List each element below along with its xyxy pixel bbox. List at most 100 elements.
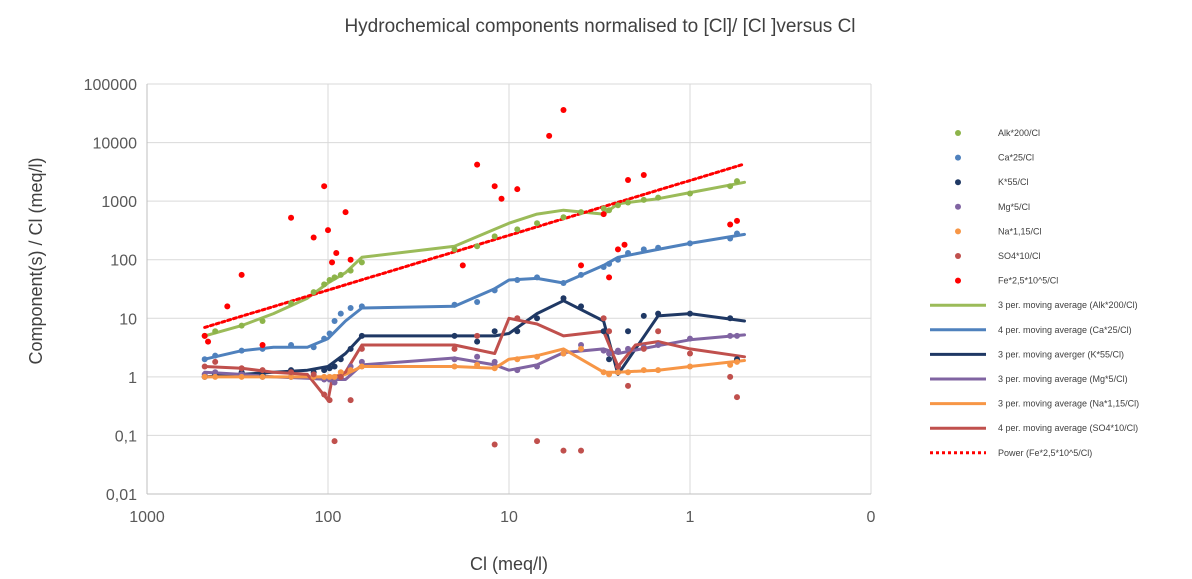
data-point bbox=[578, 447, 585, 454]
data-point bbox=[514, 356, 521, 363]
data-point bbox=[733, 332, 740, 339]
data-point bbox=[655, 244, 662, 251]
legend-marker bbox=[955, 277, 961, 284]
data-point bbox=[451, 332, 458, 339]
data-point bbox=[606, 274, 613, 281]
data-point bbox=[514, 315, 521, 322]
data-point bbox=[640, 246, 647, 253]
data-point bbox=[288, 341, 295, 348]
series-line bbox=[203, 180, 746, 338]
data-point bbox=[238, 322, 245, 329]
data-point bbox=[733, 358, 740, 365]
data-point bbox=[534, 363, 541, 370]
data-point bbox=[238, 271, 245, 278]
legend-marker bbox=[955, 154, 961, 161]
data-point bbox=[655, 367, 662, 374]
x-tick-label: 100 bbox=[315, 509, 342, 526]
data-point bbox=[560, 106, 567, 113]
data-point bbox=[288, 214, 295, 221]
data-point bbox=[474, 298, 481, 305]
y-tick-label: 10000 bbox=[93, 136, 138, 153]
data-point bbox=[727, 361, 734, 368]
data-point bbox=[331, 438, 338, 445]
x-tick-label: 1 bbox=[686, 509, 695, 526]
data-point bbox=[640, 196, 647, 203]
legend-label: 3 per. moving averger (K*55/Cl) bbox=[998, 349, 1124, 359]
data-point bbox=[625, 345, 632, 352]
data-point bbox=[358, 363, 365, 370]
data-point bbox=[534, 274, 541, 281]
data-point bbox=[600, 264, 607, 271]
data-point bbox=[606, 207, 613, 214]
data-point bbox=[621, 241, 628, 248]
data-point bbox=[491, 328, 498, 335]
y-tick-label: 0,1 bbox=[115, 428, 137, 445]
data-point bbox=[600, 315, 607, 322]
data-point bbox=[259, 341, 266, 348]
data-point bbox=[347, 304, 354, 311]
data-point bbox=[578, 262, 585, 269]
data-point bbox=[687, 190, 693, 197]
data-point bbox=[727, 235, 734, 242]
legend-marker bbox=[955, 253, 961, 259]
data-point bbox=[498, 195, 505, 202]
data-point bbox=[600, 328, 607, 335]
data-point bbox=[560, 295, 567, 302]
legend-label: 3 per. moving average (Mg*5/Cl) bbox=[998, 374, 1128, 384]
data-point bbox=[238, 373, 245, 380]
series-line bbox=[203, 299, 746, 379]
legend-label: Power (Fe*2,5*10^5/Cl) bbox=[998, 448, 1092, 458]
data-point bbox=[578, 271, 585, 278]
data-point bbox=[212, 369, 219, 376]
data-point bbox=[337, 356, 344, 363]
data-point bbox=[534, 438, 541, 445]
legend-label: Mg*5/Cl bbox=[998, 202, 1030, 212]
y-tick-label: 1000 bbox=[101, 194, 137, 211]
data-point bbox=[640, 345, 647, 352]
data-point bbox=[600, 211, 607, 218]
data-point bbox=[451, 363, 458, 370]
y-axis-title: Component(s) / Cl (meq/l) bbox=[26, 157, 46, 364]
data-point bbox=[606, 260, 613, 267]
data-point bbox=[337, 373, 344, 380]
legend-label: Alk*200/Cl bbox=[998, 128, 1040, 138]
data-point bbox=[514, 186, 521, 193]
data-point bbox=[614, 256, 621, 263]
data-point bbox=[459, 262, 466, 269]
data-point bbox=[342, 209, 349, 216]
data-point bbox=[546, 132, 553, 139]
data-point bbox=[606, 350, 613, 357]
data-point bbox=[212, 352, 219, 359]
y-tick-label: 0,01 bbox=[106, 487, 137, 504]
data-point bbox=[451, 345, 458, 352]
data-point bbox=[326, 365, 333, 372]
legend-label: Na*1,15/Cl bbox=[998, 226, 1042, 236]
data-point bbox=[238, 347, 245, 354]
data-point bbox=[534, 353, 541, 360]
data-point bbox=[347, 397, 354, 404]
data-point bbox=[212, 373, 219, 380]
data-point bbox=[491, 441, 498, 448]
data-point bbox=[560, 447, 567, 454]
data-point bbox=[347, 267, 354, 274]
data-point bbox=[491, 183, 498, 190]
data-point bbox=[326, 373, 333, 380]
data-point bbox=[212, 328, 219, 335]
data-point bbox=[333, 250, 340, 257]
legend-label: SO4*10/Cl bbox=[998, 251, 1041, 261]
data-point bbox=[259, 367, 266, 374]
x-axis-title: Cl (meq/l) bbox=[470, 554, 548, 574]
data-point bbox=[259, 373, 266, 380]
data-point bbox=[640, 171, 647, 178]
data-point bbox=[491, 233, 498, 240]
data-point bbox=[625, 250, 632, 257]
data-point bbox=[329, 259, 336, 266]
data-point bbox=[358, 303, 365, 310]
data-point bbox=[687, 310, 693, 317]
data-point bbox=[687, 335, 693, 342]
data-point bbox=[288, 373, 295, 380]
data-point bbox=[640, 312, 647, 319]
data-point bbox=[514, 277, 521, 284]
data-point bbox=[733, 394, 740, 401]
